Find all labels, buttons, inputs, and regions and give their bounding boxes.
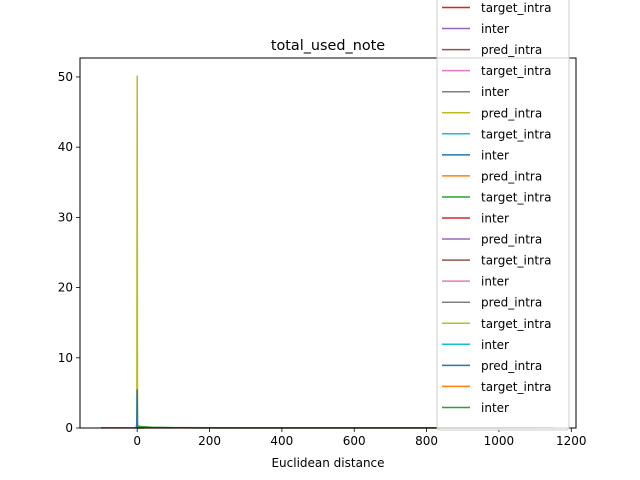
- legend-label: inter: [481, 85, 509, 99]
- legend-label: pred_intra: [481, 296, 542, 310]
- legend-label: pred_intra: [481, 43, 542, 57]
- legend-label: target_intra: [481, 1, 551, 15]
- legend-label: inter: [481, 22, 509, 36]
- legend-frame: [436, 0, 570, 431]
- x-tick-label: 600: [343, 434, 366, 448]
- x-axis: 0 200 400 600 800 1000 1200: [133, 428, 587, 448]
- x-tick-label: 1000: [484, 434, 515, 448]
- x-tick-label: 1200: [556, 434, 587, 448]
- legend-label: pred_intra: [481, 233, 542, 247]
- legend-label: pred_intra: [481, 106, 542, 120]
- y-tick-label: 50: [58, 70, 73, 84]
- x-axis-label: Euclidean distance: [271, 456, 384, 470]
- y-tick-label: 30: [58, 210, 73, 224]
- legend-label: inter: [481, 275, 509, 289]
- legend-label: inter: [481, 338, 509, 352]
- x-tick-label: 0: [133, 434, 141, 448]
- legend-label: target_intra: [481, 254, 551, 268]
- chart-title: total_used_note: [271, 38, 385, 54]
- legend-label: target_intra: [481, 317, 551, 331]
- legend-label: inter: [481, 212, 509, 226]
- legend-label: inter: [481, 401, 509, 415]
- legend: target_intrainterpred_intratarget_intrai…: [436, 0, 570, 431]
- axes-frame: [79, 57, 577, 429]
- x-tick-label: 800: [415, 434, 438, 448]
- y-tick-label: 10: [58, 351, 73, 365]
- series-line-1: [135, 75, 145, 429]
- y-tick-label: 20: [58, 281, 73, 295]
- legend-label: pred_intra: [481, 359, 542, 373]
- x-tick-label: 400: [270, 434, 293, 448]
- x-tick-label: 200: [198, 434, 221, 448]
- legend-label: target_intra: [481, 64, 551, 78]
- legend-label: target_intra: [481, 127, 551, 141]
- y-axis: 0 10 20 30 40 50: [58, 70, 80, 435]
- legend-label: inter: [481, 148, 509, 162]
- legend-label: pred_intra: [481, 169, 542, 183]
- y-tick-label: 40: [58, 140, 73, 154]
- legend-label: target_intra: [481, 190, 551, 204]
- y-tick-label: 0: [65, 421, 73, 435]
- legend-label: target_intra: [481, 380, 551, 394]
